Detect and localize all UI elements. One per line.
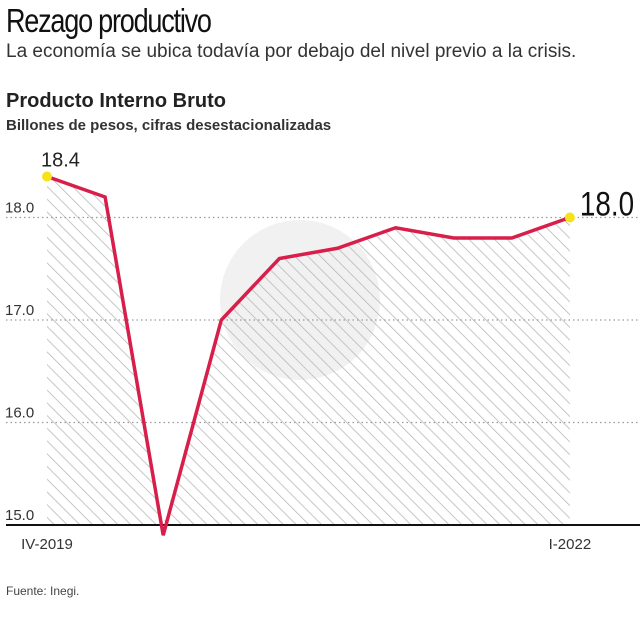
x-axis-ticks: IV-2019 I-2022 [21, 536, 591, 553]
hatched-area [47, 176, 570, 525]
annotation-last-value: 18.0 [580, 185, 634, 223]
series-line [46, 174, 571, 536]
highlight-dot-first [42, 171, 52, 182]
chart-title: Producto Interno Bruto [6, 90, 226, 112]
y-tick-label: 15.0 [5, 507, 34, 524]
x-tick-label: IV-2019 [21, 536, 73, 553]
chart-subtitle: Billones de pesos, cifras desestacionali… [6, 117, 332, 134]
y-axis-ticks: 15.0 16.0 17.0 18.0 [5, 200, 34, 525]
page-title: Rezago productivo [6, 2, 212, 39]
y-tick-label: 18.0 [5, 200, 34, 217]
page-subtitle: La economía se ubica todavía por debajo … [6, 41, 577, 62]
y-tick-label: 17.0 [5, 302, 34, 319]
y-tick-label: 16.0 [5, 405, 34, 422]
x-tick-label: I-2022 [549, 536, 592, 553]
source-note: Fuente: Inegi. [6, 584, 80, 598]
annotation-first-value: 18.4 [41, 150, 80, 172]
highlight-dot-last [564, 212, 575, 223]
